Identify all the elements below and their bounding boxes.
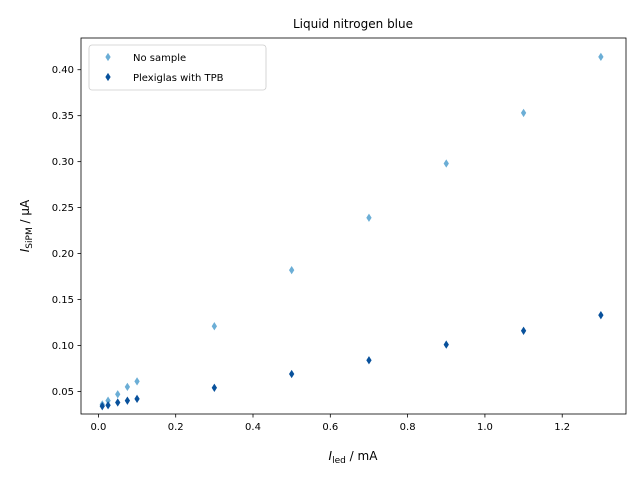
data-point bbox=[124, 396, 131, 405]
x-tick-label: 1.0 bbox=[477, 422, 493, 433]
data-point bbox=[124, 382, 131, 392]
data-point bbox=[366, 213, 372, 222]
data-point bbox=[99, 402, 105, 411]
y-axis-label-main: I bbox=[18, 248, 32, 252]
x-tick-label: 1.2 bbox=[554, 422, 570, 433]
series-1 bbox=[99, 311, 604, 411]
legend-box bbox=[88, 44, 267, 91]
x-axis-label-sub: led bbox=[332, 456, 346, 466]
y-axis-label-unit: / μA bbox=[18, 199, 32, 227]
data-point bbox=[598, 311, 604, 320]
data-point bbox=[289, 265, 295, 275]
data-point bbox=[134, 394, 140, 403]
y-axis-ticks: 0.05 0.10 0.15 0.20 0.25 0.30 0.35 0.40 bbox=[52, 65, 81, 398]
x-tick-label: 0.4 bbox=[245, 422, 261, 433]
data-point bbox=[443, 159, 449, 168]
data-series bbox=[99, 52, 604, 411]
y-tick-label: 0.40 bbox=[52, 65, 74, 76]
y-axis-label-sub: SiPM bbox=[25, 227, 35, 248]
y-tick-label: 0.05 bbox=[52, 387, 74, 398]
y-tick-label: 0.15 bbox=[52, 295, 74, 306]
x-axis-label: Iled / mA bbox=[329, 449, 379, 466]
data-point bbox=[134, 377, 140, 386]
y-tick-label: 0.35 bbox=[52, 111, 74, 122]
x-axis-ticks: 0.0 0.2 0.4 0.6 0.8 1.0 1.2 bbox=[90, 414, 570, 433]
data-point bbox=[105, 401, 111, 410]
legend-label-plexiglas-with-tpb: Plexiglas with TPB bbox=[133, 73, 224, 84]
x-axis-label-unit: / mA bbox=[346, 449, 378, 463]
x-tick-label: 0.6 bbox=[322, 422, 338, 433]
plot-frame bbox=[80, 37, 627, 415]
y-axis-label: ISiPM / μA bbox=[18, 199, 35, 252]
y-tick-label: 0.20 bbox=[52, 249, 74, 260]
x-tick-label: 0.8 bbox=[400, 422, 416, 433]
data-point bbox=[443, 340, 449, 349]
data-point bbox=[115, 390, 121, 399]
data-point bbox=[366, 356, 372, 365]
legend-marker-no-sample bbox=[105, 52, 111, 62]
x-tick-label: 0.0 bbox=[90, 422, 106, 433]
data-point bbox=[115, 398, 121, 407]
legend-marker-plexiglas-with-tpb bbox=[105, 72, 111, 82]
legend-label-no-sample: No sample bbox=[133, 53, 186, 64]
data-point bbox=[598, 52, 604, 62]
legend-diamond-icon bbox=[105, 52, 111, 62]
legend: No sample Plexiglas with TPB bbox=[88, 44, 267, 91]
y-tick-label: 0.30 bbox=[52, 157, 74, 168]
x-axis-label-main: I bbox=[329, 449, 333, 463]
legend-diamond-icon bbox=[105, 72, 111, 82]
data-point bbox=[520, 326, 527, 335]
chart-title: Liquid nitrogen blue bbox=[293, 17, 413, 31]
data-point bbox=[211, 322, 218, 331]
data-point bbox=[211, 383, 218, 392]
data-point bbox=[289, 369, 295, 379]
y-tick-label: 0.25 bbox=[52, 203, 74, 214]
data-point bbox=[520, 108, 527, 118]
y-tick-label: 0.10 bbox=[52, 341, 74, 352]
x-tick-label: 0.2 bbox=[168, 422, 184, 433]
